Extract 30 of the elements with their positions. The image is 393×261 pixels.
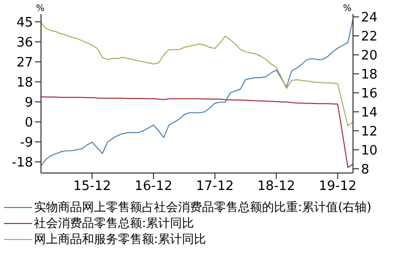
y2-tick-label: 20 [361,48,378,64]
y-tick-label: -18 [12,155,33,170]
y-tick-label: 9 [24,95,33,110]
x-tick-label: 16-12 [134,179,172,194]
y2-tick-label: 24 [361,10,378,26]
y2-tick-label: 18 [361,67,378,82]
y2-tick-label: 16 [361,86,378,102]
y2-tick-label: 14 [361,105,378,120]
y-axis-title: % [36,4,45,14]
y-tick-label: 36 [16,35,33,50]
y2-tick-label: 22 [361,29,378,44]
y2-axis-title: % [343,4,352,14]
x-tick-label: 15-12 [73,179,112,194]
y-tick-label: 0 [24,115,33,130]
x-tick-label: 17-12 [196,179,234,194]
x-tick-label: 18-12 [257,179,296,194]
y-tick-label: 45 [16,15,33,30]
line-series [41,22,353,126]
legend-label: 实物商品网上零售额占社会消费品零售总额的比重:累计值(右轴) [34,199,372,215]
y2-tick-label: 8 [361,162,370,178]
x-tick-label: 19-12 [318,179,357,194]
line-series [41,96,353,168]
legend-label: 社会消费品零售总额:累计同比 [34,215,194,231]
y-tick-label: -9 [20,135,33,150]
y2-tick-label: 12 [361,124,378,140]
legend-label: 网上商品和服务零售额:累计同比 [34,231,206,247]
y2-tick-label: 10 [361,143,378,158]
y-tick-label: 18 [16,75,33,90]
line-series [41,18,353,166]
y-tick-label: 27 [16,55,33,70]
